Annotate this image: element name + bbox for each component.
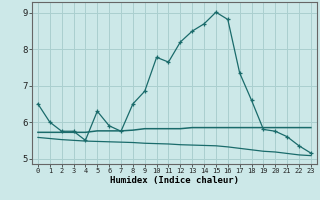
X-axis label: Humidex (Indice chaleur): Humidex (Indice chaleur) — [110, 176, 239, 185]
